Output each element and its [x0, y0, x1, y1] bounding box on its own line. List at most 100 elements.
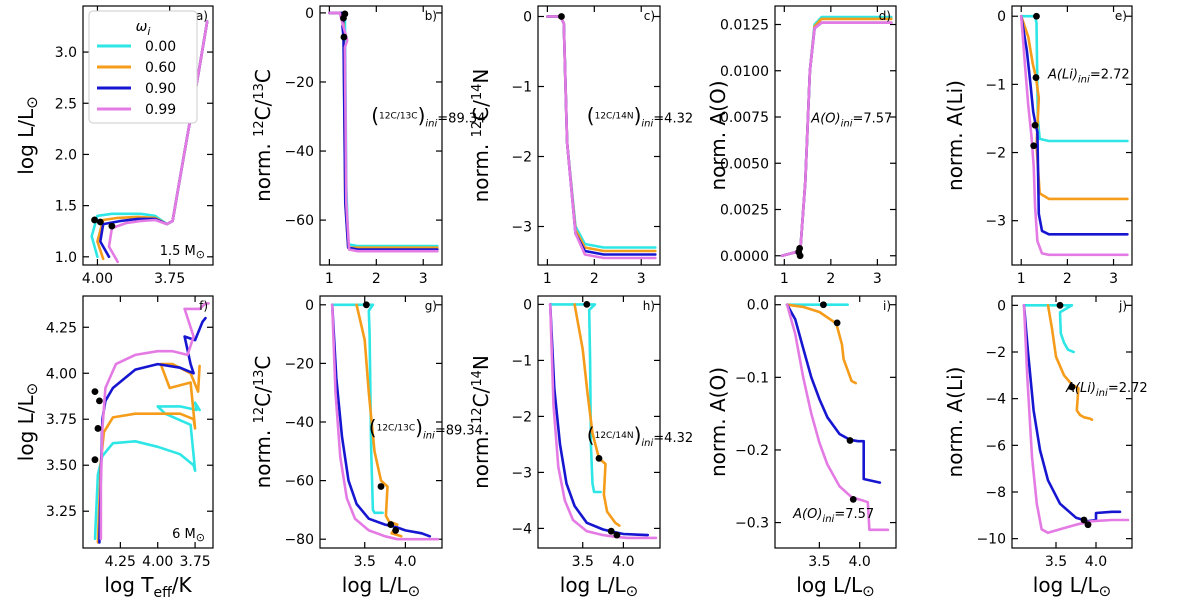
- series-group: [90, 20, 209, 264]
- y-tick-label: 1.5: [55, 199, 77, 215]
- series-group: [785, 301, 890, 532]
- y-tick-label: 0.0075: [720, 110, 769, 126]
- y-tick-label: −3: [511, 220, 532, 236]
- mass-label: 1.5 M⊙: [160, 244, 205, 261]
- series-group: [780, 15, 893, 260]
- marker-point: [387, 521, 395, 528]
- y-tick-label: −20: [284, 356, 314, 372]
- y-tick-label: −60: [284, 213, 314, 229]
- marker-point: [849, 495, 857, 503]
- initial-value-annotation: A(Li)ini=2.72: [1065, 381, 1148, 399]
- marker-point: [833, 319, 841, 327]
- x-tick-label: 4.0: [849, 554, 871, 570]
- marker-point: [1030, 142, 1038, 150]
- x-axis-label: log L/L⊙: [342, 573, 420, 600]
- marker-point: [583, 301, 591, 308]
- x-tick-label: 1: [543, 271, 552, 287]
- marker-point: [392, 527, 400, 534]
- y-tick-label: −6: [985, 438, 1006, 454]
- x-tick-label: 3: [1109, 271, 1118, 287]
- series-line-0.60: [96, 362, 201, 544]
- panel-frame: [537, 5, 661, 266]
- series-line-0.99: [548, 303, 658, 540]
- y-tick-label: 0: [305, 298, 314, 314]
- series-line-0.99: [330, 303, 440, 541]
- y-tick-label: 0: [305, 6, 314, 22]
- x-tick-label: 3: [873, 271, 882, 287]
- x-tick-label: 4.00: [142, 554, 173, 570]
- x-tick-label: 3.5: [572, 554, 594, 570]
- panel-letter: b): [425, 9, 437, 23]
- panel-letter: a): [196, 9, 208, 23]
- y-tick-label: 3.25: [46, 504, 77, 520]
- series-group: [548, 301, 658, 540]
- series-line-0.00: [780, 15, 893, 258]
- marker-point: [94, 425, 102, 432]
- panel-frame: [319, 5, 443, 266]
- y-tick-label: −0.3: [735, 516, 769, 532]
- y-tick-label: 1.0: [55, 250, 77, 266]
- panel-c: 1 2 3 0 −1 −2 −3 c) (12C/14N)ini=4.32 norm. 12C/1…: [469, 5, 693, 287]
- y-tick-label: −40: [284, 144, 314, 160]
- y-tick-label: −0.1: [735, 370, 769, 386]
- series-line-0.00: [330, 303, 384, 515]
- y-tick-label: −1: [985, 77, 1006, 93]
- legend-label: 0.00: [145, 39, 176, 55]
- y-axis-label: norm. A(Li): [943, 80, 967, 191]
- series-line-0.00: [548, 303, 602, 494]
- y-axis-label: log L/L⊙: [14, 383, 41, 461]
- y-tick-label: −40: [284, 415, 314, 431]
- marker-point: [91, 216, 98, 224]
- series-line-0.90: [1022, 304, 1122, 523]
- panel-h: 3.5 4.0 0 −1 −2 −3 −4 h) (12C/14N)ini=4.32 norm. …: [469, 295, 693, 600]
- series-group: [546, 13, 657, 260]
- series-line-0.60: [785, 303, 857, 385]
- y-tick-label: 0.0125: [720, 18, 769, 34]
- marker-point: [1033, 12, 1040, 20]
- series-line-0.90: [780, 21, 893, 258]
- x-tick-label: 3: [637, 271, 646, 287]
- y-tick-label: −4: [985, 392, 1006, 408]
- series-group: [1022, 301, 1130, 535]
- x-tick-label: 3.5: [808, 554, 830, 570]
- panel-letter: c): [644, 9, 655, 23]
- marker-point: [340, 14, 347, 22]
- y-tick-label: 0: [523, 10, 532, 26]
- marker-point: [1080, 516, 1088, 524]
- legend-label: 0.90: [145, 81, 176, 97]
- x-axis-label: log L/L⊙: [1033, 573, 1111, 600]
- series-line-0.99: [785, 303, 890, 532]
- marker-point: [91, 456, 99, 464]
- panel-a: 4.00 3.75 1.0 1.5 2.0 2.5 3.0 a) 1.5 M⊙ log L/L⊙: [14, 5, 214, 287]
- panel-letter: g): [425, 299, 437, 313]
- marker-point: [108, 222, 116, 230]
- x-tick-label: 3.5: [1045, 554, 1067, 570]
- y-tick-label: 0.0050: [720, 156, 769, 172]
- y-tick-label: −4: [511, 521, 532, 537]
- marker-point: [1084, 521, 1092, 529]
- y-tick-label: −0.2: [735, 443, 769, 459]
- y-tick-label: 3.50: [46, 458, 77, 474]
- y-tick-label: −10: [976, 532, 1006, 548]
- marker-point: [1068, 383, 1076, 391]
- marker-point: [1056, 301, 1064, 309]
- x-axis-label: log Teff/K: [104, 573, 192, 600]
- panel-frame: [1011, 5, 1133, 266]
- panel-e: 1 2 3 0 −1 −2 −3 e) A(Li)ini=2.72 norm. A(Li): [943, 5, 1133, 287]
- initial-value-annotation: A(Li)ini=2.72: [1047, 68, 1130, 86]
- panel-b: 1 2 3 0 −20 −40 −60 b) (12C/13C)ini=89.34 norm. 1…: [251, 5, 485, 287]
- x-tick-label: 4.00: [82, 271, 113, 287]
- y-axis-label: norm. 12C/13C: [251, 69, 275, 202]
- y-axis-label: norm. 12C/14N: [469, 355, 493, 489]
- y-axis-label: norm. 12C/13C: [251, 356, 275, 489]
- y-tick-label: 3.0: [55, 45, 77, 61]
- initial-value-annotation: A(O)ini=7.57: [792, 507, 874, 525]
- y-tick-label: −60: [284, 474, 314, 490]
- panel-frame: [537, 295, 661, 549]
- marker-point: [1032, 74, 1040, 81]
- marker-point: [846, 437, 854, 444]
- y-tick-label: −2: [985, 146, 1006, 162]
- y-tick-label: −1: [511, 80, 532, 96]
- marker-point: [796, 252, 804, 260]
